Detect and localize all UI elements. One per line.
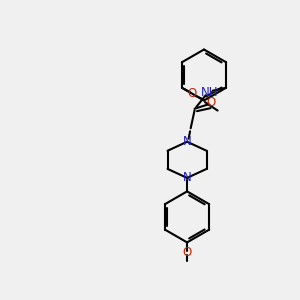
Text: NH: NH xyxy=(201,86,218,99)
Text: N: N xyxy=(183,135,191,148)
Text: O: O xyxy=(206,96,216,109)
Text: N: N xyxy=(183,171,191,184)
Text: O: O xyxy=(182,246,192,260)
Text: O: O xyxy=(188,87,197,100)
